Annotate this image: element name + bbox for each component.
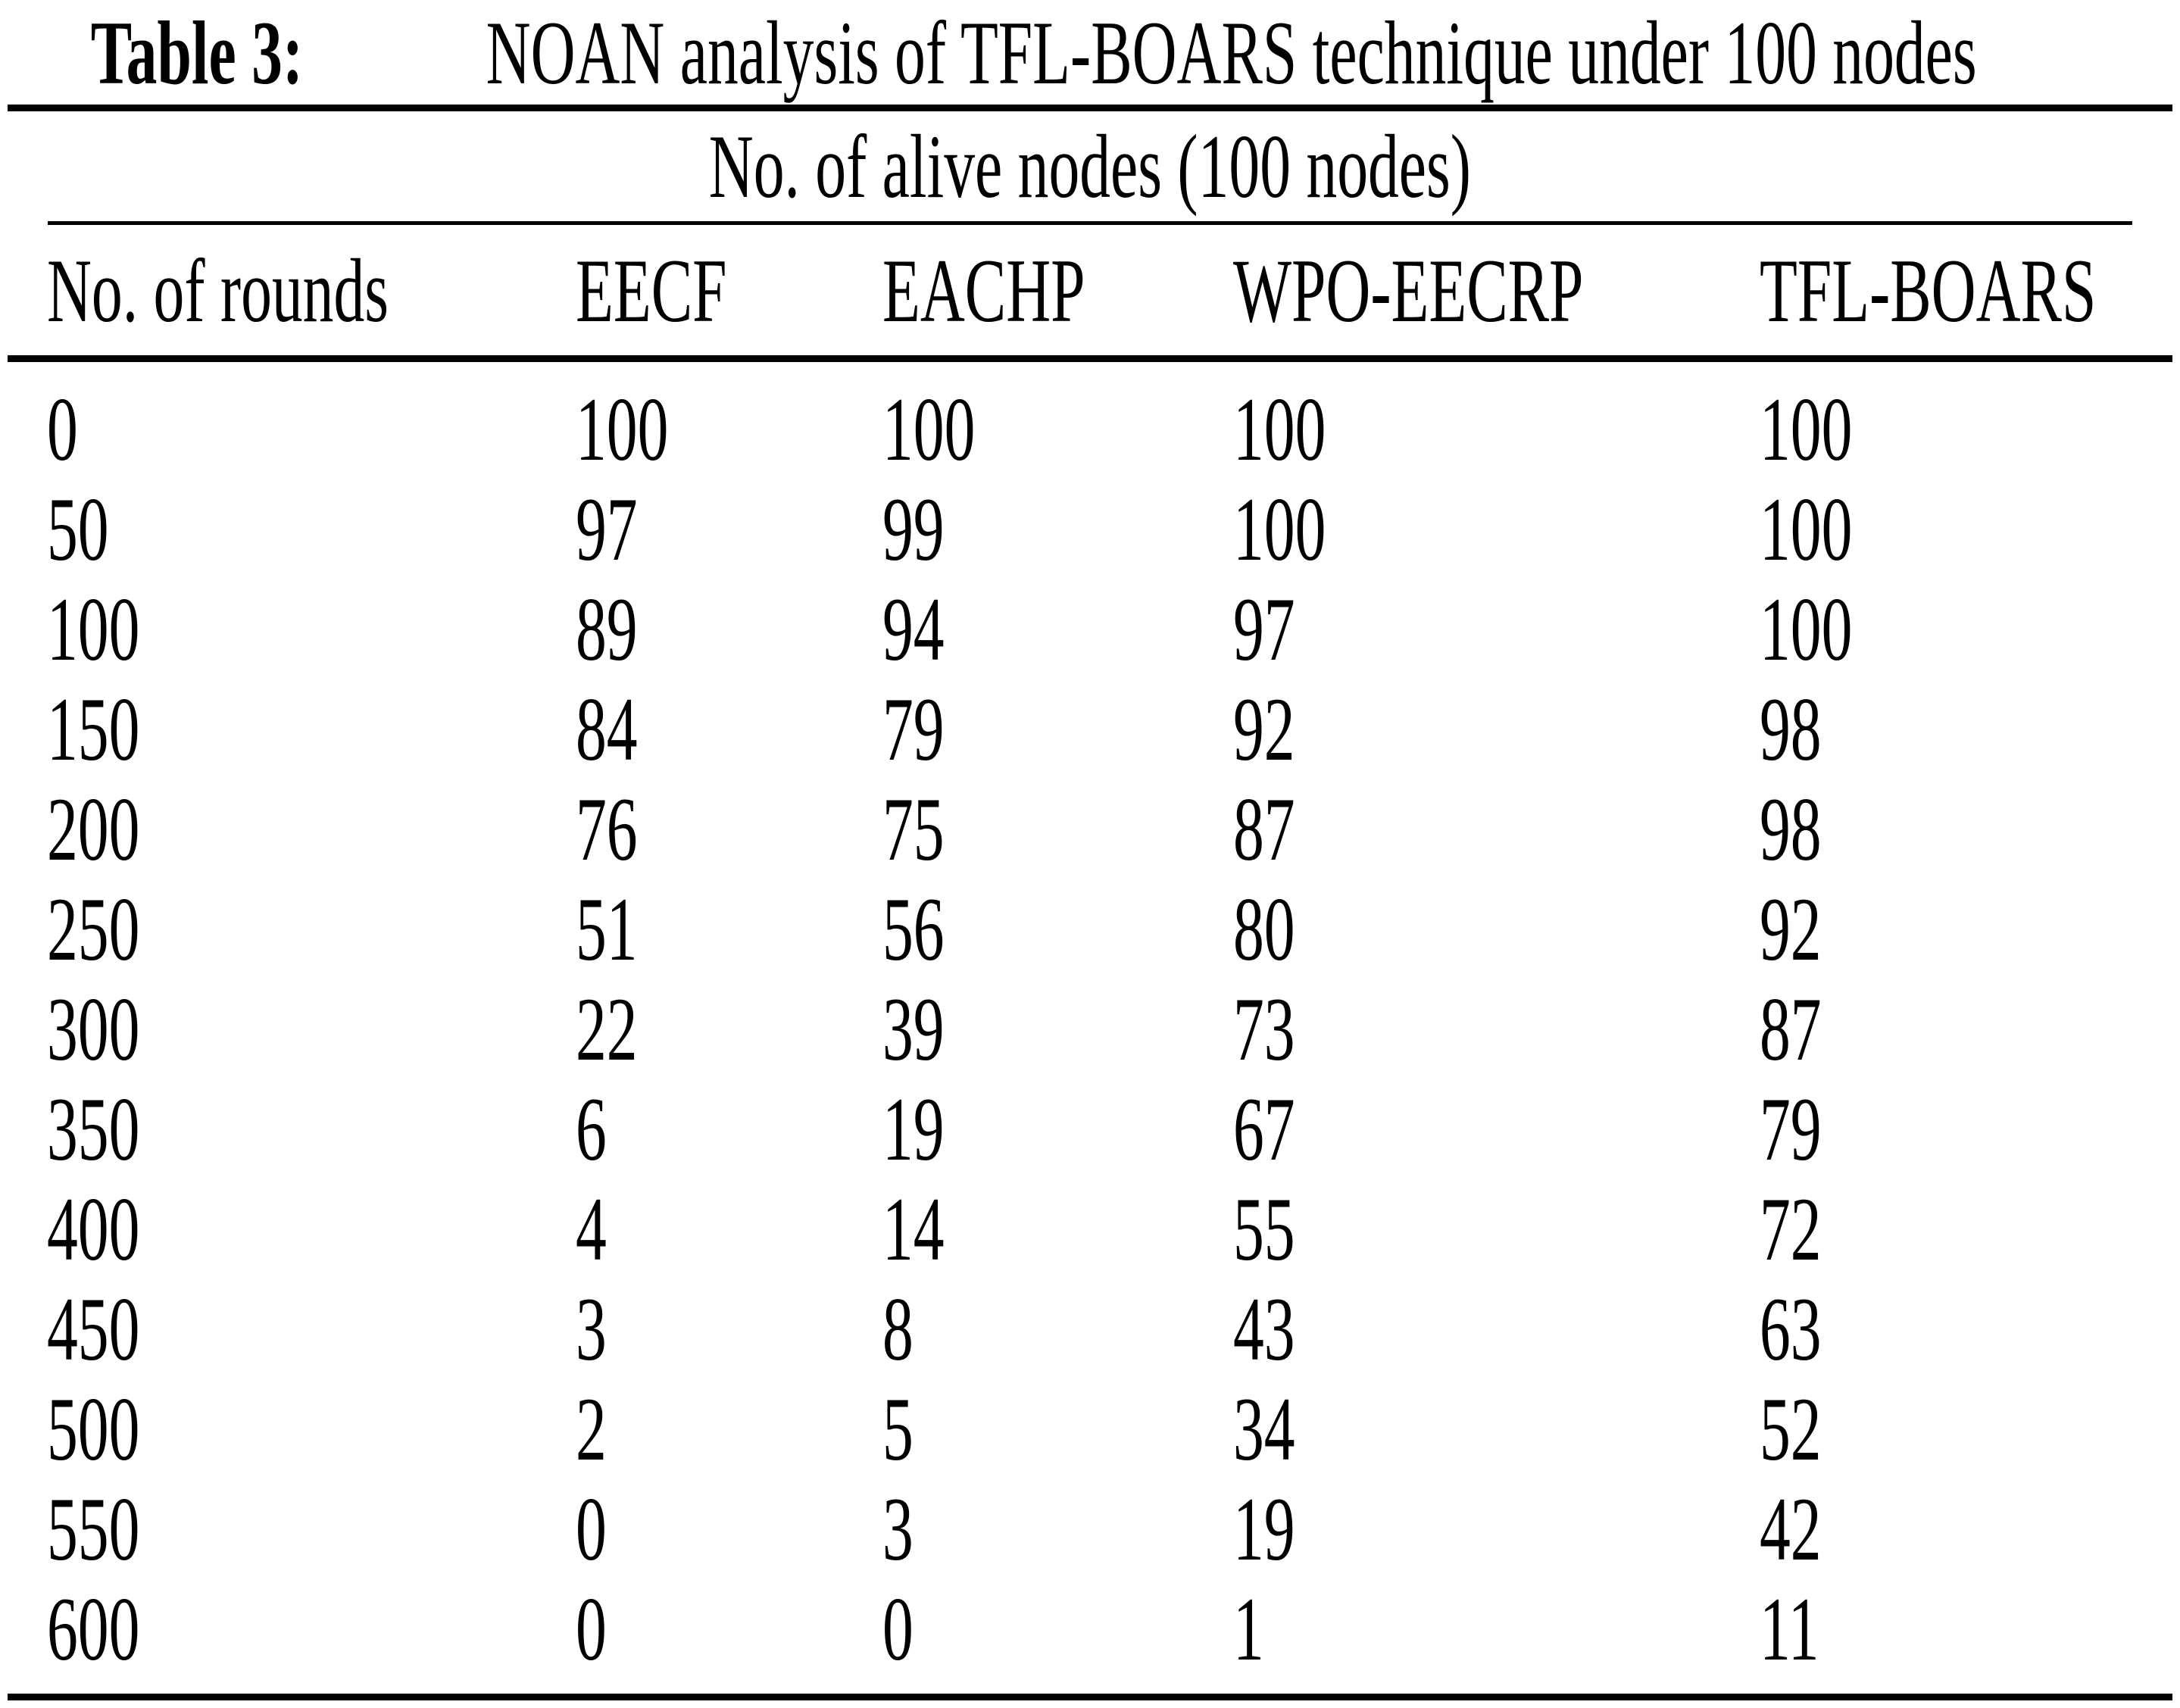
table-cell-rounds: 500 bbox=[47, 1378, 140, 1479]
table-cell-rounds: 150 bbox=[47, 678, 140, 779]
table-cell-tfl-boars: 98 bbox=[1760, 778, 1822, 879]
table-cell-eachp: 79 bbox=[882, 678, 945, 779]
table-cell-tfl-boars: 100 bbox=[1760, 578, 1853, 679]
table-cell-eecf: 0 bbox=[576, 1578, 607, 1679]
spanning-column-header-text: No. of alive nodes (100 nodes) bbox=[708, 115, 1472, 217]
column-header-wpo-eecrp: WPO-EECRP bbox=[1233, 239, 1584, 341]
table-row: 500 2 5 34 52 bbox=[8, 1378, 2172, 1479]
table-cell-rounds: 350 bbox=[47, 1078, 140, 1179]
table-cell-wpo-eecrp: 34 bbox=[1233, 1378, 1295, 1479]
table-cell-wpo-eecrp: 100 bbox=[1233, 378, 1326, 479]
table-cell-tfl-boars: 87 bbox=[1760, 978, 1822, 1079]
caption-text: NOAN analysis of TFL-BOARS technique und… bbox=[486, 2, 1977, 103]
table-cell-rounds: 600 bbox=[47, 1578, 140, 1679]
table-cell-eecf: 89 bbox=[576, 578, 638, 679]
table-row: 450 3 8 43 63 bbox=[8, 1278, 2172, 1379]
table-cell-eecf: 0 bbox=[576, 1478, 607, 1579]
table-cell-tfl-boars: 92 bbox=[1760, 878, 1822, 979]
table-cell-eecf: 3 bbox=[576, 1278, 607, 1379]
table-cell-rounds: 550 bbox=[47, 1478, 140, 1579]
table-cell-wpo-eecrp: 73 bbox=[1233, 978, 1295, 1079]
table-row: 250 51 56 80 92 bbox=[8, 878, 2172, 979]
header-rule bbox=[8, 355, 2172, 362]
spanning-column-header: No. of alive nodes (100 nodes) bbox=[8, 111, 2172, 221]
table-cell-rounds: 200 bbox=[47, 778, 140, 879]
column-header-eachp: EACHP bbox=[882, 239, 1085, 341]
column-header-row: No. of rounds EECF EACHP WPO-EECRP TFL-B… bbox=[8, 225, 2172, 355]
table-row: 600 0 0 1 11 bbox=[8, 1578, 2172, 1679]
table-cell-tfl-boars: 52 bbox=[1760, 1378, 1822, 1479]
table-cell-eecf: 51 bbox=[576, 878, 638, 979]
table-row: 550 0 3 19 42 bbox=[8, 1478, 2172, 1579]
table-cell-rounds: 50 bbox=[47, 478, 109, 579]
table-cell-eecf: 6 bbox=[576, 1078, 607, 1179]
table-cell-wpo-eecrp: 1 bbox=[1233, 1578, 1264, 1679]
table-caption: Table 3: NOAN analysis of TFL-BOARS tech… bbox=[8, 0, 2172, 105]
table-cell-eachp: 0 bbox=[882, 1578, 914, 1679]
table-cell-tfl-boars: 79 bbox=[1760, 1078, 1822, 1179]
table-cell-wpo-eecrp: 67 bbox=[1233, 1078, 1295, 1179]
table-cell-tfl-boars: 42 bbox=[1760, 1478, 1822, 1579]
table-cell-eachp: 99 bbox=[882, 478, 945, 579]
table-row: 0 100 100 100 100 bbox=[8, 378, 2172, 479]
table-cell-tfl-boars: 98 bbox=[1760, 678, 1822, 779]
table-row: 350 6 19 67 79 bbox=[8, 1078, 2172, 1179]
table-cell-eecf: 97 bbox=[576, 478, 638, 579]
table-cell-rounds: 0 bbox=[47, 378, 78, 479]
table-cell-rounds: 250 bbox=[47, 878, 140, 979]
table-row: 100 89 94 97 100 bbox=[8, 578, 2172, 679]
table-cell-eachp: 3 bbox=[882, 1478, 914, 1579]
table-row: 300 22 39 73 87 bbox=[8, 978, 2172, 1079]
table-cell-eachp: 14 bbox=[882, 1178, 945, 1279]
table-cell-eachp: 94 bbox=[882, 578, 945, 679]
table-cell-wpo-eecrp: 19 bbox=[1233, 1478, 1295, 1579]
table-cell-wpo-eecrp: 80 bbox=[1233, 878, 1295, 979]
table-cell-tfl-boars: 63 bbox=[1760, 1278, 1822, 1379]
table-cell-eecf: 76 bbox=[576, 778, 638, 879]
table-cell-rounds: 300 bbox=[47, 978, 140, 1079]
table-row: 150 84 79 92 98 bbox=[8, 678, 2172, 779]
table-cell-wpo-eecrp: 87 bbox=[1233, 778, 1295, 879]
table-cell-tfl-boars: 100 bbox=[1760, 378, 1853, 479]
table-row: 50 97 99 100 100 bbox=[8, 478, 2172, 579]
column-header-rounds: No. of rounds bbox=[47, 239, 389, 341]
table-cell-wpo-eecrp: 55 bbox=[1233, 1178, 1295, 1279]
column-header-tfl-boars: TFL-BOARS bbox=[1760, 239, 2097, 341]
table-cell-eecf: 84 bbox=[576, 678, 638, 779]
table-cell-rounds: 400 bbox=[47, 1178, 140, 1279]
table-body: 0 100 100 100 100 50 97 99 100 100 100 8… bbox=[8, 362, 2172, 1679]
table-cell-wpo-eecrp: 97 bbox=[1233, 578, 1295, 679]
caption-label: Table 3: bbox=[90, 2, 303, 103]
table-row: 200 76 75 87 98 bbox=[8, 778, 2172, 879]
table-cell-eachp: 56 bbox=[882, 878, 945, 979]
top-rule bbox=[8, 105, 2172, 111]
table-cell-eachp: 75 bbox=[882, 778, 945, 879]
table-cell-rounds: 450 bbox=[47, 1278, 140, 1379]
table-cell-eecf: 4 bbox=[576, 1178, 607, 1279]
table-cell-eachp: 19 bbox=[882, 1078, 945, 1179]
table-cell-tfl-boars: 100 bbox=[1760, 478, 1853, 579]
table-cell-eecf: 22 bbox=[576, 978, 638, 1079]
table-cell-eecf: 100 bbox=[576, 378, 669, 479]
table-cell-wpo-eecrp: 100 bbox=[1233, 478, 1326, 579]
table-cell-eachp: 5 bbox=[882, 1378, 914, 1479]
bottom-rule bbox=[8, 1694, 2172, 1700]
table-cell-wpo-eecrp: 43 bbox=[1233, 1278, 1295, 1379]
table-cell-eachp: 39 bbox=[882, 978, 945, 1079]
column-header-eecf: EECF bbox=[576, 239, 727, 341]
table-cell-eachp: 8 bbox=[882, 1278, 914, 1379]
table-cell-tfl-boars: 11 bbox=[1760, 1578, 1819, 1679]
table-cell-eecf: 2 bbox=[576, 1378, 607, 1479]
table-row: 400 4 14 55 72 bbox=[8, 1178, 2172, 1279]
table-cell-tfl-boars: 72 bbox=[1760, 1178, 1822, 1279]
table-cell-eachp: 100 bbox=[882, 378, 976, 479]
table-cell-rounds: 100 bbox=[47, 578, 140, 679]
table-cell-wpo-eecrp: 92 bbox=[1233, 678, 1295, 779]
spanning-header-underline bbox=[48, 221, 2132, 225]
